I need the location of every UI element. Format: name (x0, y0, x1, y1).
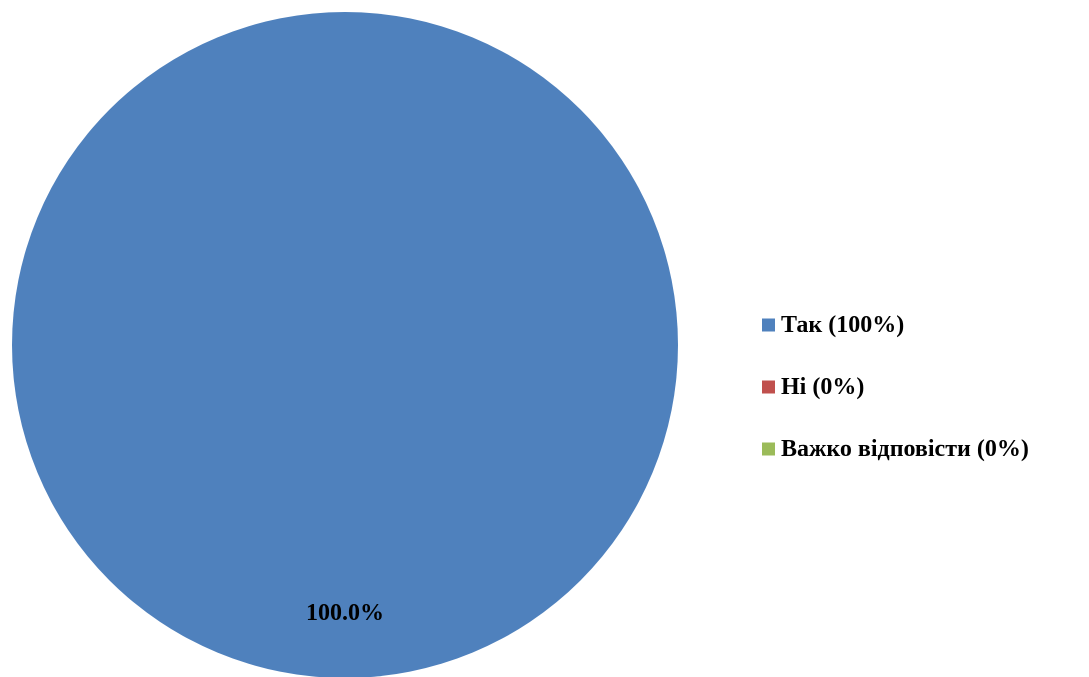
legend-label-2: Важко відповісти (0%) (781, 436, 1029, 462)
legend-label-1: Ні (0%) (781, 374, 864, 400)
legend-label-0: Так (100%) (781, 312, 904, 338)
legend-swatch-1 (762, 380, 775, 394)
legend-swatch-2 (762, 442, 775, 456)
legend-swatch-0 (762, 318, 775, 332)
pie-slices (12, 12, 678, 677)
legend: Так (100%) Ні (0%) Важко відповісти (0%) (762, 312, 1029, 462)
pie-data-labels: 100.0% (306, 600, 384, 626)
pie-data-label-0: 100.0% (306, 600, 384, 626)
pie-slice-0 (12, 12, 678, 677)
